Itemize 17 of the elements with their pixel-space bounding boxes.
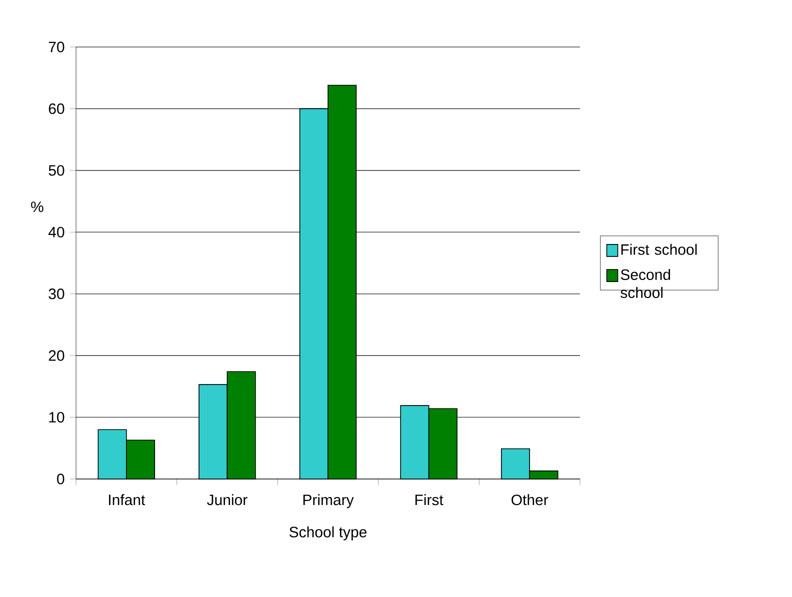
y-tick-label: 60 xyxy=(48,103,64,114)
y-tick-label: 10 xyxy=(49,412,64,423)
y-tick-label: 20 xyxy=(48,350,64,361)
x-tick-label: Junior xyxy=(207,494,248,506)
y-tick-label: 0 xyxy=(57,474,64,484)
legend-label: First school xyxy=(621,244,697,255)
y-tick-label: 50 xyxy=(48,165,64,176)
y-tick-label: 70 xyxy=(48,42,64,52)
y-tick-label: 30 xyxy=(48,288,64,300)
y-tick-label: 40 xyxy=(48,226,64,238)
x-tick-label: Other xyxy=(512,494,548,506)
x-axis-title: School type xyxy=(290,526,367,540)
x-tick-label: Primary xyxy=(303,494,354,508)
legend-label: Second school xyxy=(620,268,670,298)
x-tick-label: Infant xyxy=(109,494,146,506)
y-axis-title: % xyxy=(31,202,44,212)
x-tick-label: First xyxy=(415,494,444,506)
